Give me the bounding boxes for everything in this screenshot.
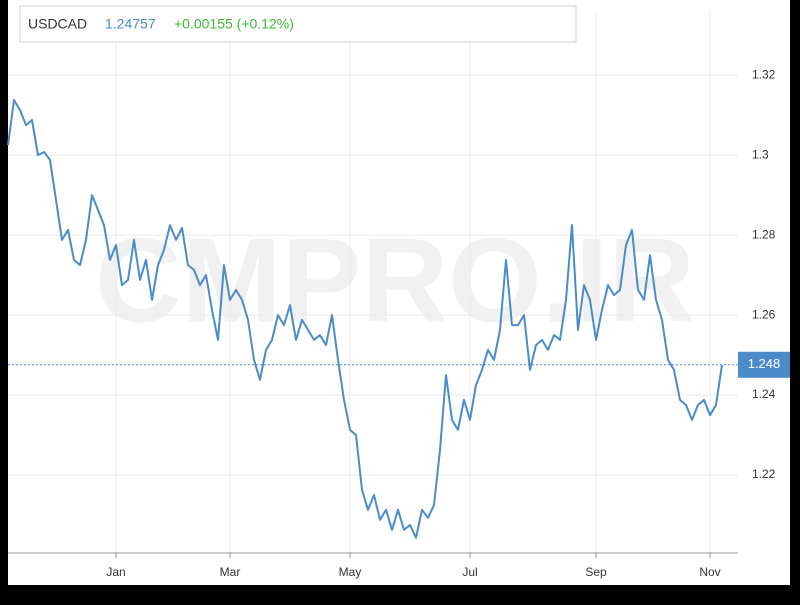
- price-change: +0.00155 (+0.12%): [174, 16, 294, 32]
- plot-layer: CMPRO.IR 1.22 1.24 1.26 1.28 1.3 1.32 Jan Mar May…: [7, 10, 790, 579]
- x-tick-label: Nov: [699, 565, 720, 579]
- price-line-series: [7, 98, 723, 539]
- x-tick-label: Sep: [585, 565, 607, 579]
- y-tick-label: 1.3: [752, 147, 769, 161]
- x-tick-label: May: [339, 565, 362, 579]
- price-tag-label: 1.248: [748, 356, 781, 371]
- y-tick-label: 1.22: [752, 467, 776, 481]
- header-box: [19, 5, 577, 43]
- price: 1.24757: [105, 16, 156, 32]
- x-tick-label: Jul: [462, 565, 477, 579]
- y-tick-label: 1.24: [752, 387, 776, 401]
- x-tick-label: Jan: [106, 565, 125, 579]
- y-tick-label: 1.28: [752, 227, 776, 241]
- y-tick-label: 1.32: [752, 67, 776, 81]
- symbol: USDCAD: [28, 16, 87, 32]
- price-tag: [738, 351, 790, 378]
- chart-background: [8, 0, 790, 585]
- watermark: CMPRO.IR: [95, 214, 695, 348]
- x-tick-label: Mar: [220, 565, 241, 579]
- y-tick-label: 1.26: [752, 307, 776, 321]
